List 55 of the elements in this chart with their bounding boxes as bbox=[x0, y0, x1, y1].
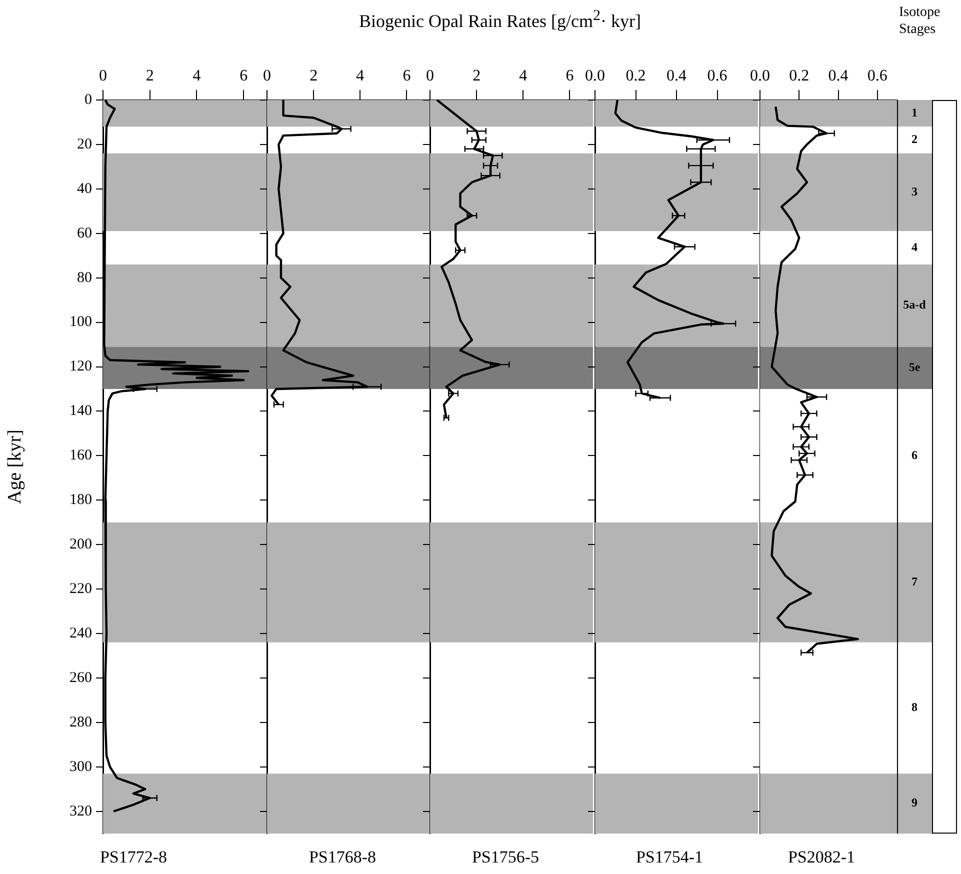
x-tick-label: 6 bbox=[240, 68, 248, 85]
y-axis-title: Age [kyr] bbox=[4, 430, 26, 504]
y-tick-label: 320 bbox=[70, 803, 92, 820]
x-tick-label: 6 bbox=[566, 68, 574, 85]
x-tick-label: 0.4 bbox=[828, 68, 848, 85]
x-tick-label: 0.2 bbox=[789, 68, 810, 85]
y-tick-label: 160 bbox=[70, 448, 92, 464]
band-label: 1 bbox=[912, 105, 918, 120]
band-label: 7 bbox=[912, 574, 918, 588]
y-tick-label: 220 bbox=[70, 581, 92, 598]
text: PS1768-8 bbox=[308, 847, 376, 866]
x-tick-label: 0 bbox=[426, 68, 434, 85]
text: PS1756-5 bbox=[472, 847, 540, 866]
y-tick-label: 120 bbox=[70, 358, 92, 375]
x-tick-label: 2 bbox=[472, 68, 481, 85]
band-label: 2 bbox=[912, 132, 918, 146]
y-tick-label: 300 bbox=[70, 758, 92, 775]
x-tick-label: 0.6 bbox=[867, 68, 888, 85]
band-label: 6 bbox=[912, 448, 918, 462]
x-tick-label: 0.6 bbox=[707, 68, 728, 85]
y-tick-label: 140 bbox=[70, 403, 92, 420]
y-tick-label: 40 bbox=[77, 180, 92, 197]
band-label: 3 bbox=[912, 184, 918, 198]
band-label: 9 bbox=[912, 796, 918, 810]
x-tick-label: 4 bbox=[192, 68, 201, 85]
y-tick-label: 80 bbox=[77, 270, 92, 286]
x-tick-label: 0.2 bbox=[626, 68, 646, 85]
x-tick-label: 0.0 bbox=[750, 68, 770, 85]
x-tick-label: 0 bbox=[99, 68, 107, 85]
band-label: 8 bbox=[912, 700, 918, 714]
x-tick-label: 0.4 bbox=[666, 68, 686, 85]
y-tick-label: 60 bbox=[77, 225, 92, 242]
y-tick-label: 200 bbox=[70, 536, 92, 553]
x-tick-label: 0 bbox=[263, 68, 271, 85]
x-tick-label: 0.0 bbox=[585, 68, 605, 85]
text: PS1754-1 bbox=[636, 847, 704, 866]
y-tick-label: 180 bbox=[70, 492, 92, 508]
y-tick-label: 260 bbox=[70, 670, 92, 686]
x-tick-label: 2 bbox=[146, 68, 154, 85]
y-tick-label: 240 bbox=[70, 625, 92, 642]
text: Isotope Stages bbox=[899, 4, 942, 38]
y-tick-label: 0 bbox=[84, 92, 92, 108]
text: PS2082-1 bbox=[788, 847, 856, 866]
x-tick-label: 4 bbox=[519, 68, 528, 85]
band-label: 4 bbox=[912, 240, 918, 254]
x-axis-title: Biogenic Opal Rain Rates [g/cm$^{2}$· kyr] bbox=[358, 8, 642, 32]
band-label: 5e bbox=[908, 360, 921, 374]
y-tick-label: 100 bbox=[70, 314, 92, 330]
y-tick-label: 280 bbox=[70, 714, 92, 730]
band-label: 5a-d bbox=[903, 298, 926, 312]
text: PS1772-8 bbox=[100, 847, 168, 866]
x-tick-label: 2 bbox=[310, 68, 318, 85]
x-tick-label: 4 bbox=[356, 68, 364, 85]
x-tick-label: 6 bbox=[402, 68, 411, 85]
y-tick-label: 20 bbox=[77, 136, 92, 152]
